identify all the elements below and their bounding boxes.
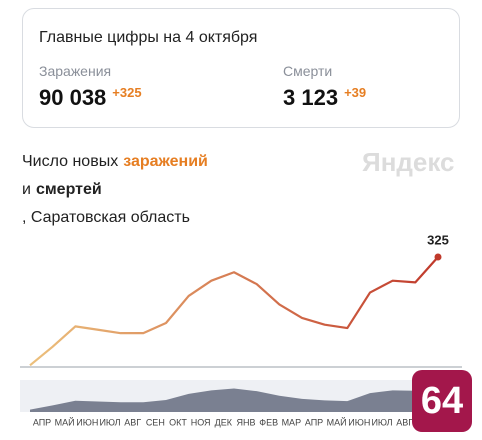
title-part: смертей [35,181,102,198]
delta: +39 [344,85,367,100]
badge-bg [412,370,472,432]
summary-item: Заражения 90 038 +325 [39,63,142,111]
summary-value: 90 038 +325 [39,85,142,111]
navigator-area [30,385,438,412]
x-tick-label: МАЙ [327,416,347,427]
badge-text: 64 [421,380,463,422]
x-tick-label: ИЮЛ [371,417,392,427]
x-tick-label: ОКТ [169,417,187,427]
badge: 64 [412,370,472,432]
data-label: 325 [427,232,449,247]
x-tick-label: ЯНВ [236,417,255,427]
chart-title: Число новых заражений и смертей , Саратовс… [22,148,352,232]
end-point [434,253,442,261]
summary-value: 3 123 +39 [283,85,366,111]
x-tick-label: СЕН [146,417,165,427]
summary-label: Смерти [283,63,333,79]
x-tick-label: АПР [33,417,51,427]
title-part: заражений [123,153,208,170]
x-tick-label: МАР [282,417,302,427]
x-tick-label: ИЮН [348,417,370,427]
x-tick-label: МАЙ [55,416,75,427]
x-tick-label: АПР [305,417,323,427]
x-tick-label: ИЮН [76,417,98,427]
title-part: Число новых [22,153,119,170]
x-tick-label: ДЕК [215,417,233,427]
summary-card: Главные цифры на 4 октября Заражения 90 … [22,8,460,128]
value-text: 3 123 [283,85,339,110]
summary-title: Главные цифры на 4 октября [39,29,258,46]
title-part: , Саратовская область [22,209,190,226]
value-text: 90 038 [39,85,107,110]
x-tick-label: ИЮЛ [99,417,120,427]
x-tick-label: АВГ [396,417,413,427]
summary-item: Смерти 3 123 +39 [283,63,366,111]
delta: +325 [112,85,142,100]
title-part: и [22,181,31,198]
x-tick-label: НОЯ [191,417,211,427]
summary-label: Заражения [39,63,112,79]
series-line [29,256,439,367]
x-tick-label: АВГ [124,417,141,427]
watermark: Яндекс [362,147,455,177]
x-tick-label: ФЕВ [259,417,278,427]
